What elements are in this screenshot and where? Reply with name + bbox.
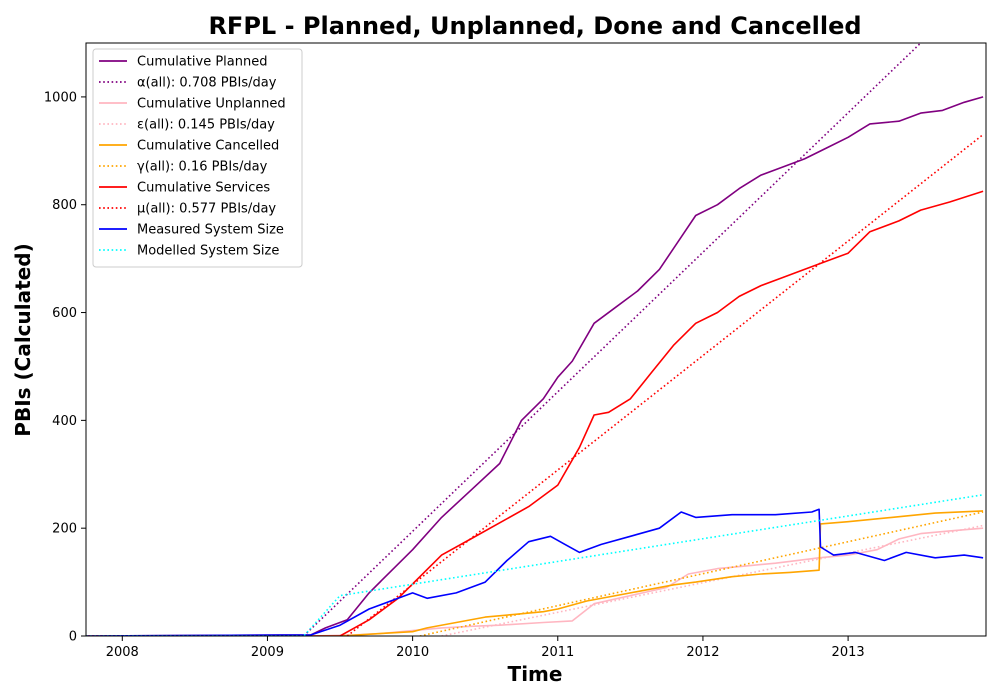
x-tick-label: 2012 [686,645,719,660]
legend-label: μ(all): 0.577 PBIs/day [137,202,276,217]
legend-label: Cumulative Unplanned [137,97,286,112]
series-line-cumulative-planned [86,96,984,636]
x-tick-label: 2011 [541,645,574,660]
series-line-modelled-system-size [86,494,984,636]
y-tick-label: 800 [52,198,77,213]
x-axis-label: Time [508,662,563,686]
series-line-all-0-577-pbis-day [346,133,984,636]
x-axis: 2008 2009 2010 2011 2012 2013 [106,636,865,660]
legend-label: γ(all): 0.16 PBIs/day [137,160,268,175]
x-tick-label: 2013 [832,645,865,660]
plot-area [85,42,987,637]
legend-label: Cumulative Services [137,181,270,196]
legend-label: α(all): 0.708 PBIs/day [137,76,277,91]
y-tick-label: 0 [69,630,77,645]
series-layer [86,43,984,636]
x-tick-label: 2010 [396,645,429,660]
series-line-cumulative-unplanned [86,527,984,636]
series-line-measured-system-size [86,508,984,636]
legend-label: Cumulative Cancelled [137,139,279,154]
legend-label: Modelled System Size [137,244,279,259]
legend: Cumulative Planned α(all): 0.708 PBIs/day… [92,48,303,268]
legend-label: Measured System Size [137,223,284,238]
y-tick-label: 600 [52,306,77,321]
y-axis-label: PBIs (Calculated) [11,243,35,436]
legend-label: ε(all): 0.145 PBIs/day [137,118,275,133]
plot-frame [85,42,987,637]
series-line-cumulative-services [86,190,984,636]
legend-label: Cumulative Planned [137,55,267,70]
y-axis: 0 200 400 600 800 1000 [44,90,86,645]
legend-box [92,48,303,268]
series-line-cumulative-cancelled [86,510,984,636]
y-tick-label: 400 [52,414,77,429]
x-tick-label: 2008 [106,645,139,660]
x-tick-label: 2009 [251,645,284,660]
y-tick-label: 1000 [44,90,77,105]
chart-title: RFPL - Planned, Unplanned, Done and Canc… [208,12,861,40]
y-tick-label: 200 [52,522,77,537]
